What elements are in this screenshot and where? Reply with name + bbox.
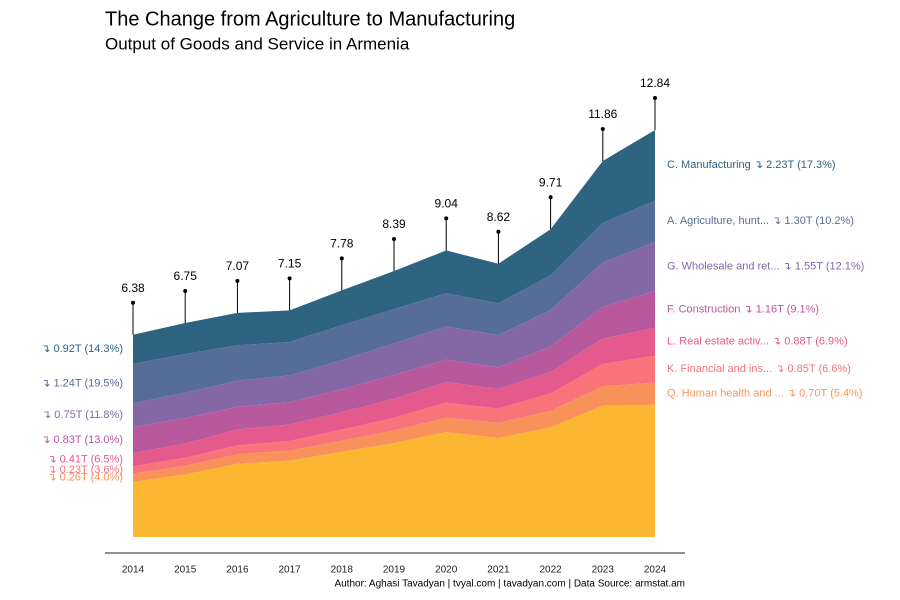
total-label: 7.07 bbox=[226, 259, 250, 273]
start-label: ↴ 0.83T (13.0%) bbox=[41, 434, 123, 446]
area bbox=[133, 382, 655, 482]
x-tick-label: 2017 bbox=[278, 565, 301, 576]
start-label: ↴ 0.41T (6.5%) bbox=[47, 454, 123, 466]
total-dot bbox=[339, 256, 344, 261]
x-tick-label: 2019 bbox=[383, 565, 406, 576]
x-tick-label: 2020 bbox=[435, 565, 458, 576]
total-dot bbox=[548, 195, 553, 200]
x-tick-label: 2014 bbox=[122, 565, 145, 576]
total-dot bbox=[653, 95, 657, 100]
x-tick-label: 2023 bbox=[592, 565, 615, 576]
end-label: G. Wholesale and ret... ↴ 1.55T (12.1%) bbox=[667, 260, 864, 272]
total-label: 7.15 bbox=[278, 257, 302, 271]
x-tick-label: 2016 bbox=[226, 565, 249, 576]
start-label: ↴ 0.26T (4.0%) bbox=[47, 472, 123, 484]
end-label: Q. Human health and ... ↴ 0.70T (5.4%) bbox=[667, 388, 863, 400]
end-label: A. Agriculture, hunt... ↴ 1.30T (10.2%) bbox=[667, 215, 854, 227]
total-dot bbox=[392, 237, 396, 242]
x-tick-label: 2021 bbox=[487, 565, 510, 576]
total-label: 8.62 bbox=[487, 210, 511, 224]
total-label: 6.38 bbox=[121, 281, 145, 295]
total-label: 9.04 bbox=[435, 197, 459, 211]
total-label: 9.71 bbox=[539, 175, 563, 189]
chart-title: The Change from Agriculture to Manufactu… bbox=[105, 8, 515, 30]
start-label: ↴ 0.23T (3.6%) bbox=[47, 464, 123, 476]
total-dot bbox=[235, 278, 240, 283]
area bbox=[133, 200, 655, 404]
x-tick-label: 2015 bbox=[174, 565, 197, 576]
start-label: ↴ 0.92T (14.3%) bbox=[41, 343, 123, 355]
total-dot bbox=[444, 216, 449, 221]
area bbox=[133, 129, 655, 364]
footer: Author: Aghasi Tavadyan | tvyal.com | ta… bbox=[334, 579, 685, 590]
total-dot bbox=[287, 276, 292, 281]
total-label: 6.75 bbox=[174, 269, 198, 283]
area bbox=[133, 241, 655, 428]
start-label: ↴ 0.75T (11.8%) bbox=[42, 409, 123, 421]
x-tick-label: 2024 bbox=[644, 565, 667, 576]
end-label: C. Manufacturing ↴ 2.23T (17.3%) bbox=[667, 159, 836, 171]
total-dot bbox=[183, 289, 188, 294]
end-label: F. Construction ↴ 1.16T (9.1%) bbox=[667, 303, 819, 315]
x-tick-label: 2018 bbox=[331, 565, 354, 576]
total-label: 8.39 bbox=[382, 217, 406, 231]
total-label: 12.84 bbox=[640, 76, 670, 90]
total-dot bbox=[600, 127, 605, 132]
x-tick-label: 2022 bbox=[539, 565, 562, 576]
total-label: 7.78 bbox=[330, 237, 354, 251]
chart-subtitle: Output of Goods and Service in Armenia bbox=[105, 34, 410, 53]
area bbox=[133, 327, 655, 467]
area bbox=[133, 355, 655, 474]
total-label: 11.86 bbox=[588, 107, 617, 121]
total-dot bbox=[131, 300, 135, 305]
total-dot bbox=[496, 229, 501, 234]
area bbox=[133, 291, 655, 454]
end-label: K. Financial and ins... ↴ 0.85T (6.6%) bbox=[667, 363, 851, 375]
start-label: ↴ 1.24T (19.5%) bbox=[41, 377, 123, 389]
area bbox=[133, 404, 655, 537]
end-label: L. Real estate activ... ↴ 0.88T (6.9%) bbox=[667, 336, 848, 348]
